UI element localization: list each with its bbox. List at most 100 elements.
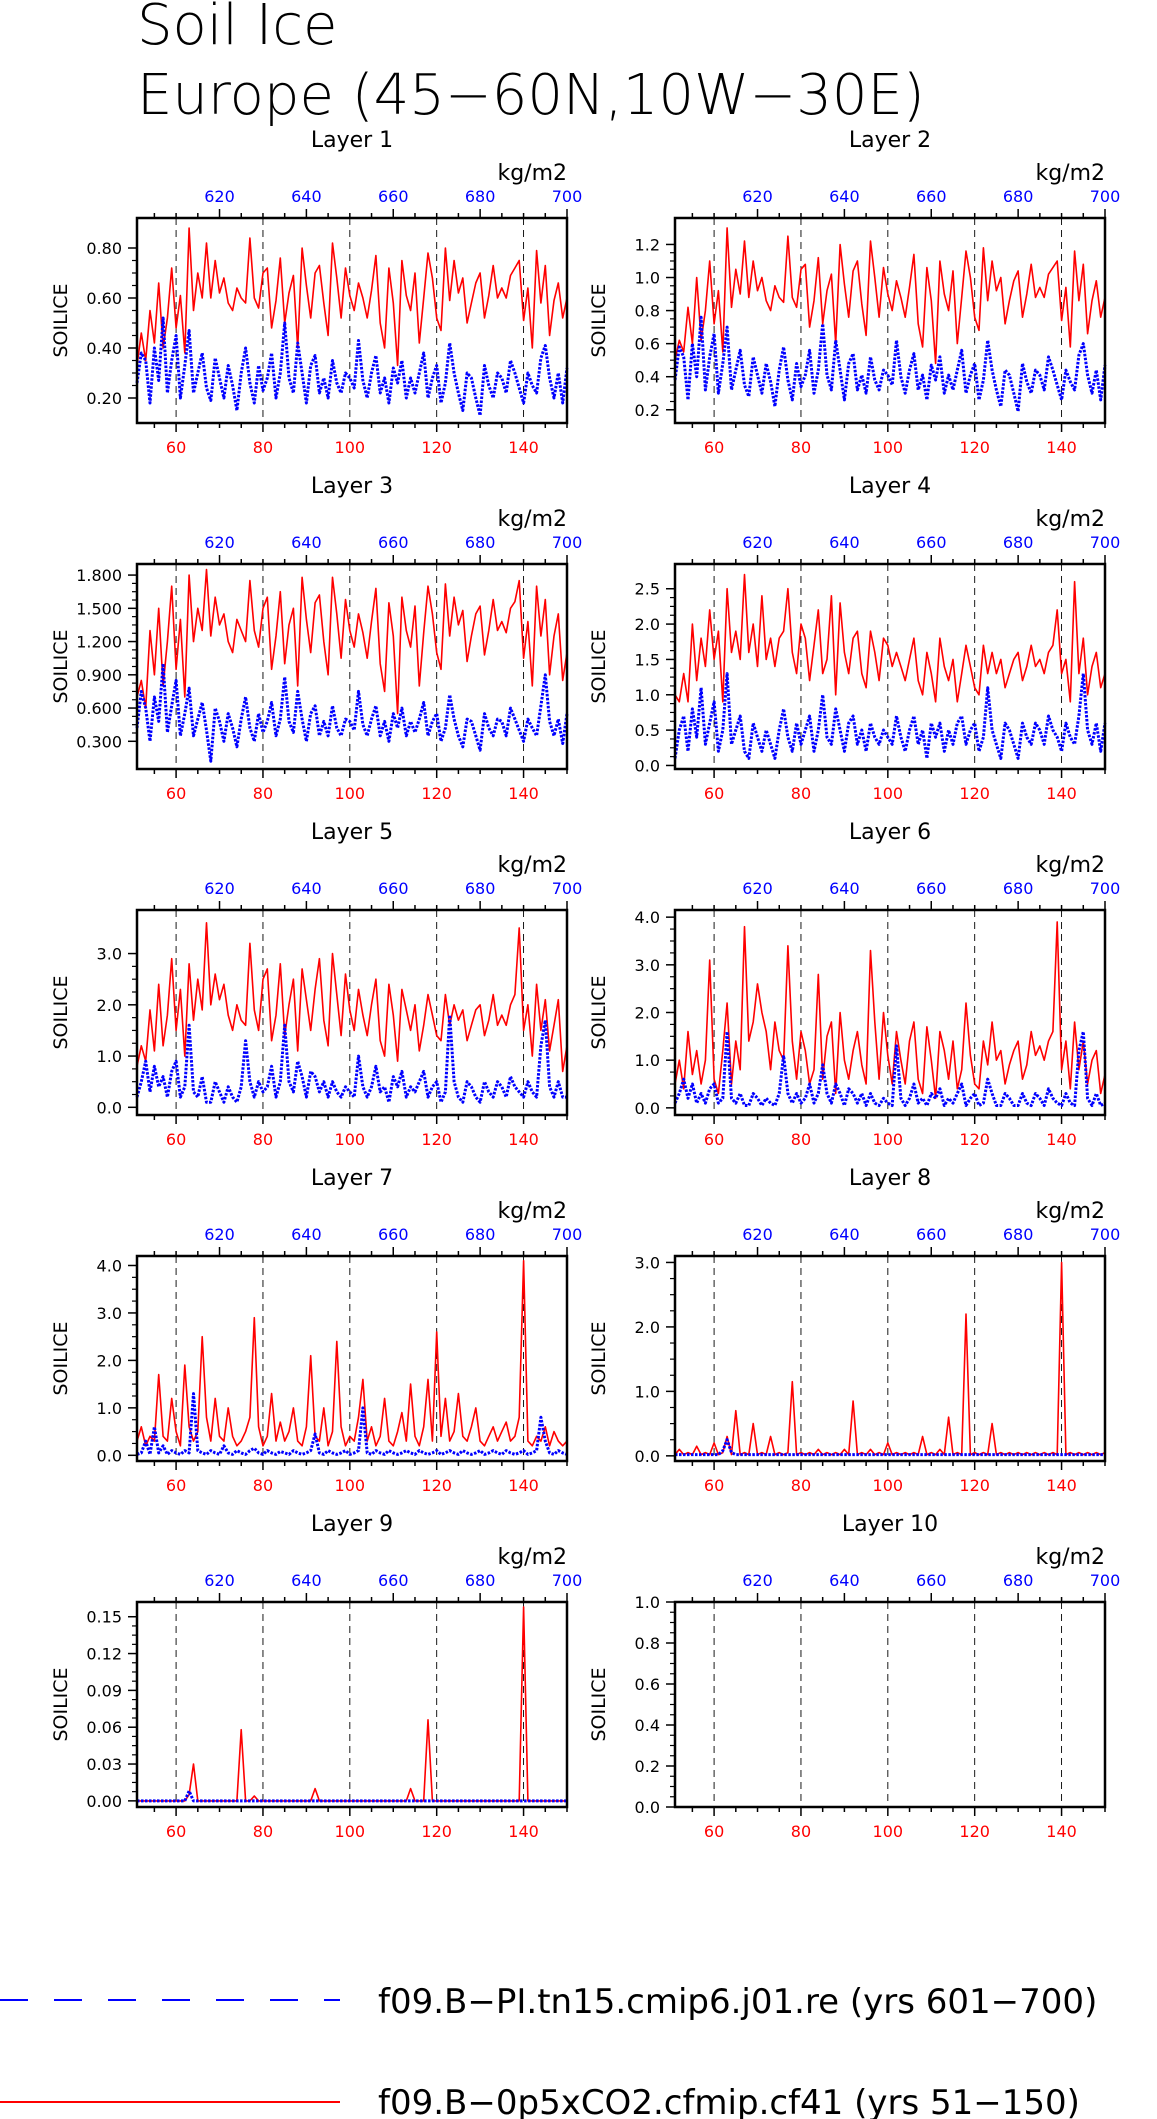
x-tick-label: 140 bbox=[508, 1476, 539, 1495]
x-tick-label: 60 bbox=[704, 1822, 724, 1841]
x2-tick-label: 620 bbox=[204, 879, 235, 898]
plot-frame bbox=[135, 1254, 569, 1463]
x2-tick-label: 660 bbox=[378, 533, 409, 552]
panel-layer-4: Layer 4 kg/m2 SOILICE 60 80 100 120 140 620 640 66… bbox=[588, 474, 1120, 803]
x2-tick-label: 640 bbox=[291, 187, 322, 206]
panel-units: kg/m2 bbox=[497, 1199, 567, 1224]
panel-title: Layer 6 bbox=[849, 820, 931, 845]
panel-units: kg/m2 bbox=[1035, 1545, 1105, 1570]
series-line-control bbox=[137, 1789, 567, 1803]
panel-layer-7: Layer 7 kg/m2 SOILICE 60 80 100 120 140 620 640 66… bbox=[50, 1166, 582, 1495]
x2-tick-label: 660 bbox=[378, 187, 409, 206]
panel-units: kg/m2 bbox=[1035, 1199, 1105, 1224]
x2-tick-label: 680 bbox=[1003, 879, 1034, 898]
x-tick-label: 80 bbox=[253, 1130, 273, 1149]
x-tick-label: 120 bbox=[959, 1476, 990, 1495]
y-tick-label: 0.60 bbox=[86, 289, 122, 308]
x-tick-label: 80 bbox=[253, 438, 273, 457]
x2-tick-label: 640 bbox=[291, 879, 322, 898]
x2-tick-label: 700 bbox=[552, 1225, 583, 1244]
x-tick-label: 100 bbox=[873, 1822, 904, 1841]
y-axis-label: SOILICE bbox=[50, 629, 72, 703]
y-tick-label: 1.0 bbox=[97, 1047, 122, 1066]
x2-tick-label: 680 bbox=[465, 1225, 496, 1244]
y-tick-label: 0.00 bbox=[86, 1792, 122, 1811]
x-tick-label: 80 bbox=[253, 1822, 273, 1841]
y-tick-label: 3.0 bbox=[635, 1253, 660, 1272]
x2-tick-label: 680 bbox=[1003, 1225, 1034, 1244]
y-tick-label: 0.2 bbox=[635, 401, 660, 420]
x-tick-label: 100 bbox=[335, 1476, 366, 1495]
x2-tick-label: 640 bbox=[291, 533, 322, 552]
legend-label-experiment: f09.B−0p5xCO2.cfmip.cf41 (yrs 51−150) bbox=[378, 2083, 1080, 2119]
series-line-experiment bbox=[137, 1606, 567, 1802]
x-tick-label: 60 bbox=[166, 1130, 186, 1149]
x-tick-label: 140 bbox=[508, 784, 539, 803]
x-tick-label: 60 bbox=[166, 784, 186, 803]
series-line-experiment bbox=[674, 573, 1106, 703]
y-tick-label: 2.0 bbox=[635, 615, 660, 634]
y-tick-label: 2.0 bbox=[635, 1004, 660, 1023]
x-tick-label: 140 bbox=[1046, 1476, 1077, 1495]
y-tick-label: 1.0 bbox=[635, 1593, 660, 1612]
y-axis-label: SOILICE bbox=[50, 1321, 72, 1395]
x-tick-label: 80 bbox=[253, 1476, 273, 1495]
y-tick-label: 3.0 bbox=[97, 945, 122, 964]
x2-tick-label: 700 bbox=[1090, 879, 1121, 898]
x2-tick-label: 640 bbox=[829, 533, 860, 552]
x-tick-label: 60 bbox=[704, 784, 724, 803]
x2-tick-label: 660 bbox=[916, 1571, 947, 1590]
x2-tick-label: 660 bbox=[378, 1571, 409, 1590]
y-axis-label: SOILICE bbox=[588, 1321, 610, 1395]
x2-tick-label: 640 bbox=[829, 1225, 860, 1244]
y-axis-label: SOILICE bbox=[50, 283, 72, 357]
y-axis-label: SOILICE bbox=[50, 1667, 72, 1741]
y-tick-label: 1.0 bbox=[97, 1399, 122, 1418]
x-tick-label: 120 bbox=[959, 784, 990, 803]
y-tick-label: 0.6 bbox=[635, 335, 660, 354]
y-tick-label: 1.500 bbox=[76, 599, 122, 618]
x2-tick-label: 680 bbox=[465, 879, 496, 898]
plot-frame bbox=[135, 1600, 569, 1809]
x2-tick-label: 620 bbox=[742, 879, 773, 898]
y-tick-label: 0.20 bbox=[86, 389, 122, 408]
series-line-experiment bbox=[674, 227, 1106, 365]
x2-tick-label: 660 bbox=[378, 1225, 409, 1244]
y-tick-label: 1.0 bbox=[635, 1051, 660, 1070]
y-tick-label: 0.15 bbox=[86, 1608, 122, 1627]
x2-tick-label: 700 bbox=[1090, 533, 1121, 552]
x2-tick-label: 680 bbox=[465, 533, 496, 552]
panel-units: kg/m2 bbox=[1035, 853, 1105, 878]
x-tick-label: 120 bbox=[959, 1130, 990, 1149]
y-tick-label: 0.80 bbox=[86, 239, 122, 258]
y-tick-label: 0.900 bbox=[76, 666, 122, 685]
x-tick-label: 80 bbox=[253, 784, 273, 803]
x-tick-label: 140 bbox=[508, 1822, 539, 1841]
x-tick-label: 100 bbox=[873, 438, 904, 457]
x-tick-label: 140 bbox=[1046, 438, 1077, 457]
x2-tick-label: 620 bbox=[742, 533, 773, 552]
panel-units: kg/m2 bbox=[1035, 161, 1105, 186]
x-tick-label: 80 bbox=[791, 1130, 811, 1149]
y-tick-label: 0.8 bbox=[635, 302, 660, 321]
x2-tick-label: 640 bbox=[829, 1571, 860, 1590]
x-tick-label: 100 bbox=[335, 1130, 366, 1149]
series-line-control bbox=[673, 1030, 1106, 1107]
x-tick-label: 140 bbox=[508, 1130, 539, 1149]
x-tick-label: 100 bbox=[335, 438, 366, 457]
plot-frame bbox=[135, 908, 569, 1117]
x2-tick-label: 680 bbox=[465, 1571, 496, 1590]
panel-title: Layer 8 bbox=[849, 1166, 931, 1191]
x2-tick-label: 640 bbox=[291, 1571, 322, 1590]
x2-tick-label: 620 bbox=[204, 1225, 235, 1244]
y-tick-label: 1.0 bbox=[635, 269, 660, 288]
x-tick-label: 60 bbox=[166, 1476, 186, 1495]
x-tick-label: 60 bbox=[704, 438, 724, 457]
y-tick-label: 0.0 bbox=[635, 1447, 660, 1466]
series-line-control bbox=[136, 1392, 568, 1456]
x2-tick-label: 680 bbox=[1003, 1571, 1034, 1590]
panel-units: kg/m2 bbox=[497, 853, 567, 878]
series-line-experiment bbox=[136, 1259, 568, 1447]
panel-title: Layer 7 bbox=[311, 1166, 393, 1191]
y-tick-label: 1.5 bbox=[635, 650, 660, 669]
